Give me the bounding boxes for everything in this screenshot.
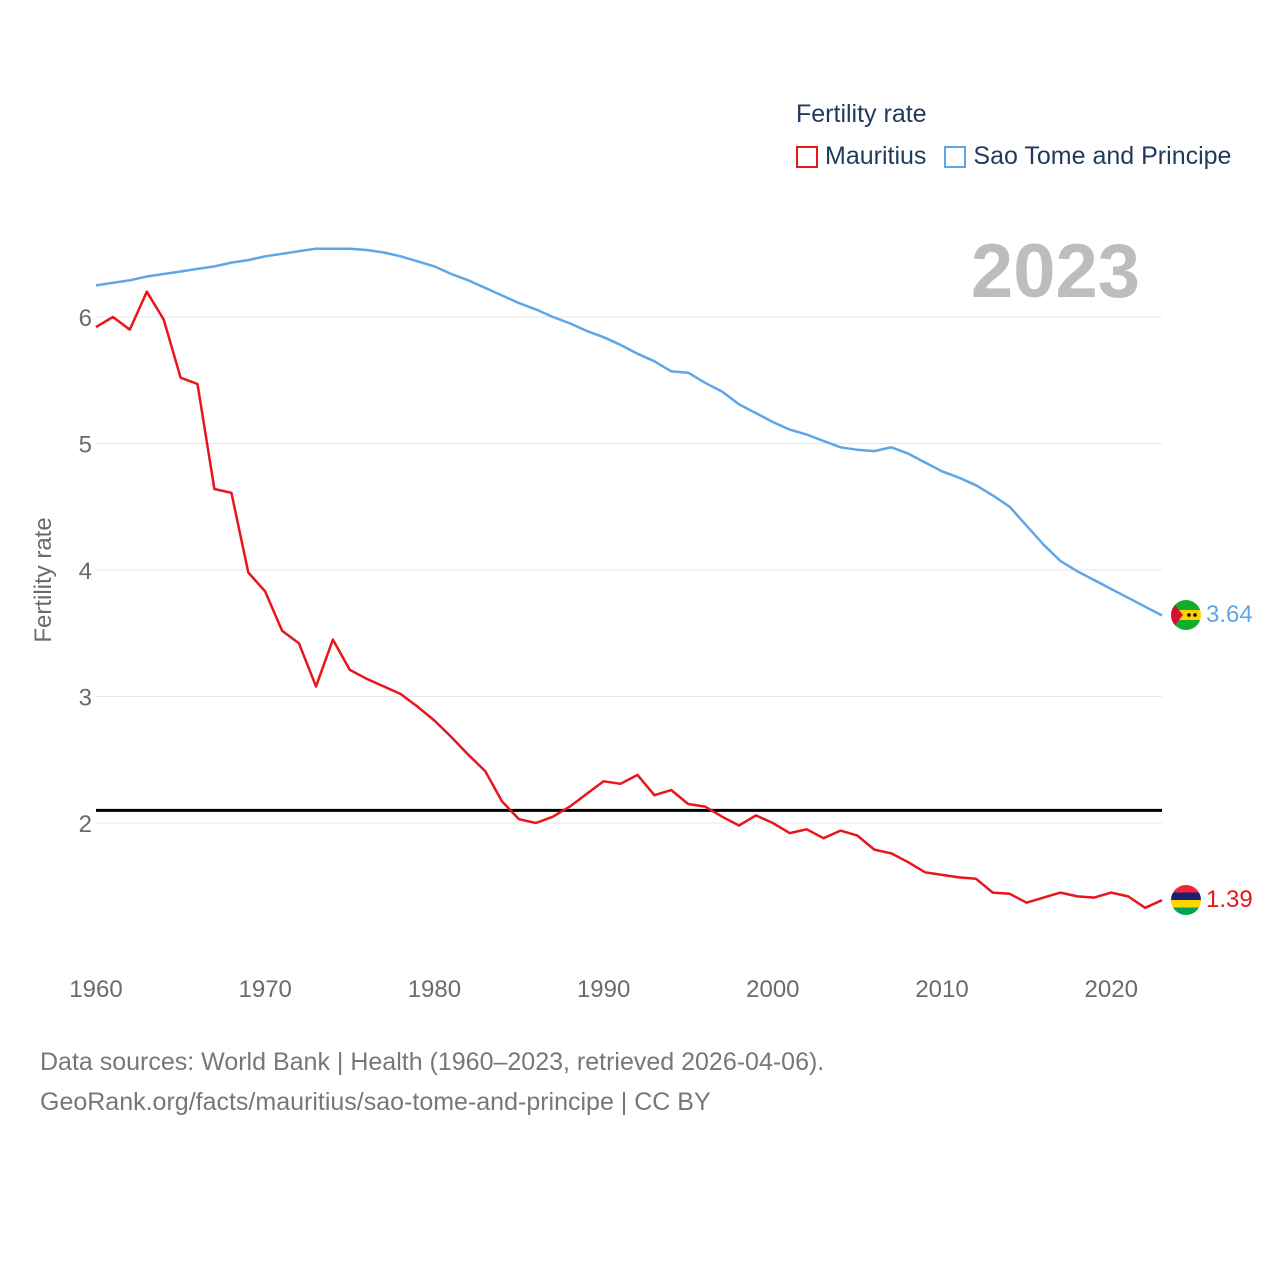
end-value-label-mauritius: 1.39 — [1206, 886, 1253, 913]
x-tick-label: 2000 — [746, 976, 799, 1003]
grid-lines — [96, 316, 1162, 824]
x-tick-label: 1960 — [69, 976, 122, 1003]
footer-line-url[interactable]: GeoRank.org/facts/mauritius/sao-tome-and… — [40, 1088, 711, 1116]
x-tick-label: 1990 — [577, 976, 630, 1003]
x-tick-label: 1980 — [408, 976, 461, 1003]
y-axis-label: Fertility rate — [30, 517, 57, 642]
end-value-label-sao-tome: 3.64 — [1206, 601, 1253, 628]
x-tick-label: 2020 — [1085, 976, 1138, 1003]
legend-swatch-mauritius — [796, 145, 818, 168]
legend-swatch-sao-tome — [944, 145, 967, 168]
x-tick-label: 2010 — [915, 976, 968, 1003]
current-year-display: 2023 — [970, 229, 1140, 314]
legend-label-mauritius: Mauritius — [825, 142, 927, 170]
footer-source: Data sources: World Bank | Health (1960–… — [40, 1042, 824, 1122]
y-tick-label: 5 — [79, 432, 92, 459]
y-tick-label: 3 — [79, 685, 92, 712]
legend-item-sao-tome[interactable]: Sao Tome and Principe — [944, 142, 1231, 171]
legend-label-sao-tome: Sao Tome and Principe — [973, 142, 1232, 170]
x-tick-label: 1970 — [239, 976, 292, 1003]
y-axis-ticks: 2 3 4 5 6 — [79, 305, 92, 838]
y-tick-label: 4 — [79, 558, 92, 585]
legend: Mauritius Sao Tome and Principe — [796, 142, 1249, 171]
series-line-mauritius — [95, 290, 1163, 910]
x-axis-ticks: 1960 1970 1980 1990 2000 2010 2020 — [69, 976, 1138, 1003]
footer-line-sources: Data sources: World Bank | Health (1960–… — [40, 1048, 825, 1076]
legend-title: Fertility rate — [796, 100, 927, 128]
y-tick-label: 6 — [79, 305, 92, 332]
series-line-sao-tome-and-principe — [95, 247, 1163, 617]
sao-tome-flag-icon — [1171, 600, 1201, 630]
mauritius-flag-icon — [1171, 885, 1201, 915]
y-tick-label: 2 — [79, 811, 92, 838]
legend-item-mauritius[interactable]: Mauritius — [796, 142, 926, 171]
